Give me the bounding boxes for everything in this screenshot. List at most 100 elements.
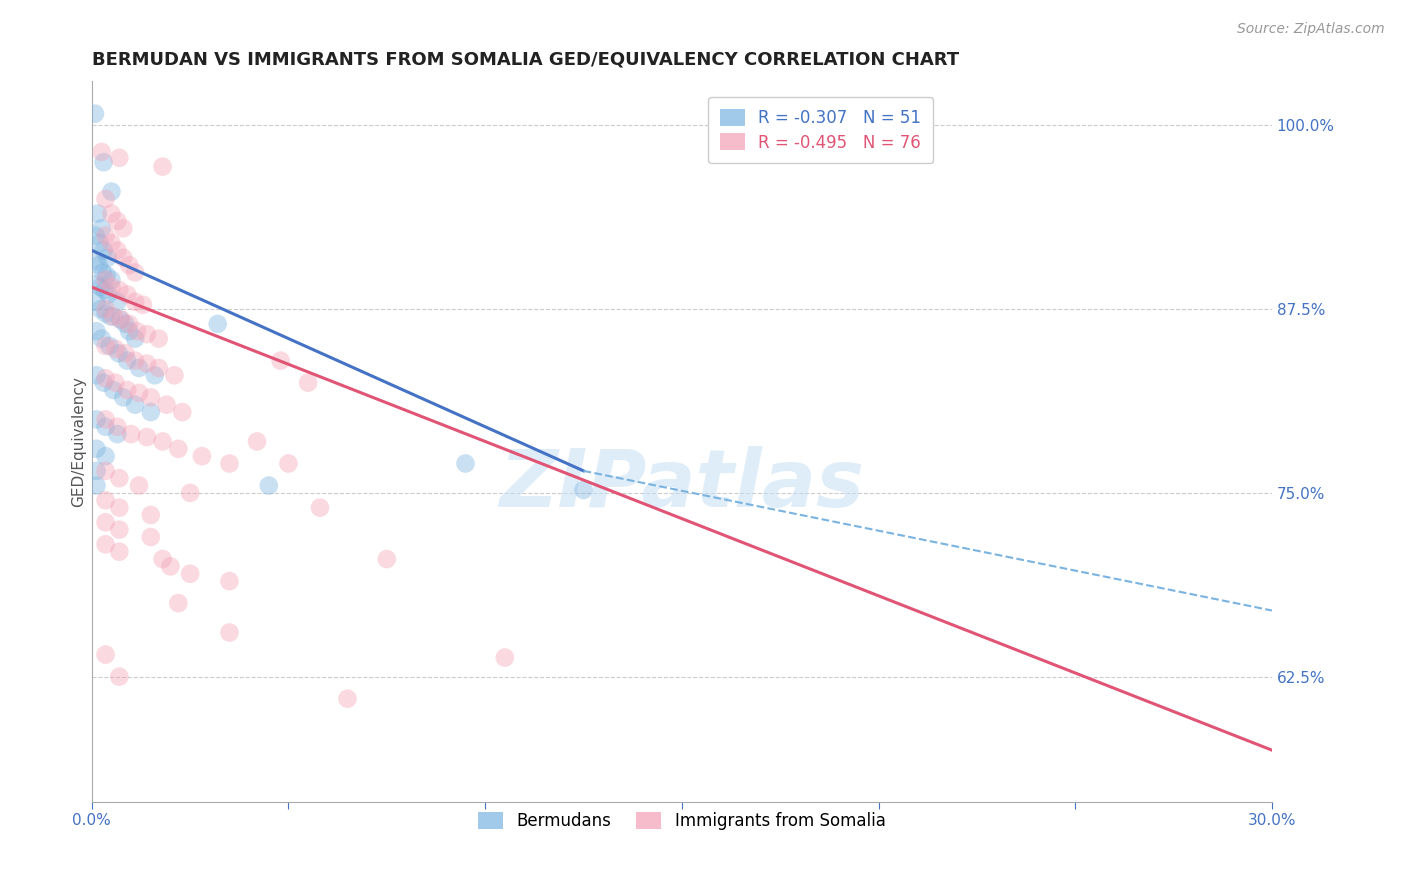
Point [105,419,128,434]
Point [336,691,359,706]
Point [257,478,280,492]
Point [93,244,115,258]
Point [139,390,162,404]
Point [143,368,166,383]
Point [118,324,141,338]
Text: BERMUDAN VS IMMIGRANTS FROM SOMALIA GED/EQUIVALENCY CORRELATION CHART: BERMUDAN VS IMMIGRANTS FROM SOMALIA GED/… [91,51,959,69]
Point [90,332,112,346]
Point [84,106,107,120]
Point [89,235,111,250]
Point [103,383,125,397]
Point [86,206,108,220]
Point [114,346,136,360]
Point [86,478,108,492]
Point [115,287,138,301]
Point [89,280,111,294]
Point [86,253,108,268]
Point [94,419,117,434]
Point [105,294,128,309]
Point [218,574,240,588]
Point [100,280,122,294]
Point [118,317,141,331]
Point [94,648,117,662]
Point [94,307,117,321]
Point [91,265,114,279]
Point [105,427,128,442]
Point [108,500,131,515]
Point [152,160,174,174]
Point [84,228,107,243]
Point [297,376,319,390]
Point [167,596,190,610]
Point [108,544,131,558]
Point [86,294,108,309]
Point [191,449,214,463]
Point [132,298,155,312]
Point [375,552,398,566]
Point [93,155,115,169]
Point [309,500,332,515]
Point [105,214,128,228]
Point [124,398,146,412]
Legend: Bermudans, Immigrants from Somalia: Bermudans, Immigrants from Somalia [465,799,898,844]
Point [94,302,117,317]
Point [128,478,150,492]
Point [100,206,122,220]
Point [246,434,269,449]
Point [172,405,194,419]
Point [86,442,108,456]
Point [100,235,122,250]
Point [107,346,129,360]
Point [270,353,292,368]
Point [100,310,122,324]
Point [135,357,157,371]
Point [135,327,157,342]
Text: Source: ZipAtlas.com: Source: ZipAtlas.com [1237,22,1385,37]
Point [572,483,595,497]
Point [112,221,135,235]
Point [86,368,108,383]
Point [94,412,117,426]
Point [207,317,229,331]
Point [135,430,157,444]
Point [152,552,174,566]
Point [97,287,120,301]
Point [114,317,136,331]
Point [94,449,117,463]
Point [152,434,174,449]
Point [494,650,516,665]
Point [112,251,135,265]
Point [139,508,162,522]
Point [454,457,477,471]
Point [94,493,117,508]
Point [125,324,148,338]
Point [93,376,115,390]
Point [112,390,135,404]
Point [124,294,146,309]
Point [128,386,150,401]
Point [108,283,131,297]
Point [86,324,108,338]
Point [277,457,299,471]
Point [148,361,170,376]
Point [139,405,162,419]
Point [179,566,201,581]
Point [94,192,117,206]
Point [96,268,118,283]
Point [108,670,131,684]
Point [115,353,138,368]
Point [218,625,240,640]
Point [124,265,146,279]
Point [94,464,117,478]
Point [118,258,141,272]
Point [103,310,125,324]
Text: ZIPatlas: ZIPatlas [499,446,865,524]
Point [148,332,170,346]
Point [108,523,131,537]
Point [87,258,110,272]
Point [104,376,127,390]
Point [93,283,115,297]
Point [124,353,146,368]
Point [124,332,146,346]
Point [94,537,117,551]
